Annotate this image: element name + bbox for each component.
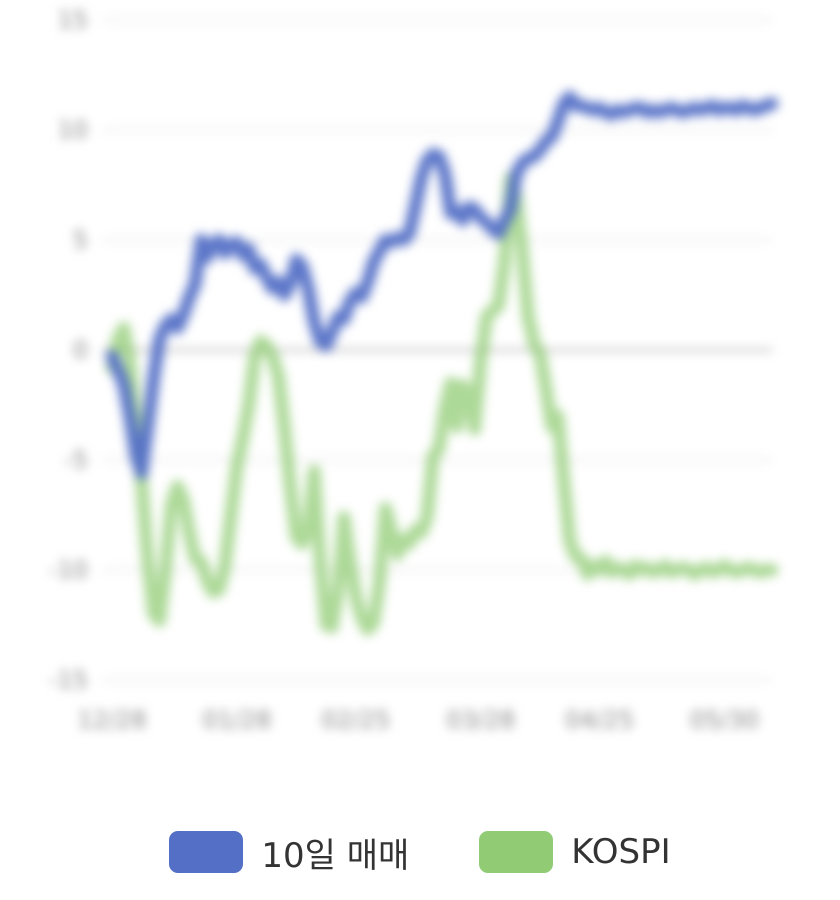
line-chart: 15 10 5 0 -5 -10 -15 12/28 01/28 02/25 03/28 04/25 0…	[49, 6, 779, 734]
legend-swatch-kospi	[479, 831, 554, 873]
x-tick-label: 05/30	[690, 706, 759, 734]
legend-item-kospi[interactable]: KOSPI	[479, 831, 671, 873]
x-tick-label: 12/28	[77, 706, 146, 734]
x-tick-label: 02/25	[321, 706, 390, 734]
legend-label-10day: 10일 매매	[261, 835, 410, 876]
x-tick-label: 04/25	[565, 706, 634, 734]
chart-canvas: 15 10 5 0 -5 -10 -15 12/28 01/28 02/25 03/28 04/25 0…	[49, 6, 779, 734]
x-tick-label: 01/28	[202, 706, 271, 734]
legend-swatch-10day	[169, 831, 244, 873]
y-tick-label: 15	[57, 6, 88, 34]
y-tick-label: 10	[57, 116, 88, 144]
series-line-10day	[105, 90, 779, 480]
legend-label-kospi: KOSPI	[571, 832, 671, 872]
y-tick-label: -15	[49, 666, 88, 694]
legend-item-10day[interactable]: 10일 매매	[169, 828, 409, 877]
x-tick-label: 03/28	[446, 706, 515, 734]
series-line-kospi	[105, 171, 779, 636]
y-tick-label: 5	[73, 226, 88, 254]
y-tick-label: 0	[73, 336, 88, 364]
legend: 10일 매매 KOSPI	[0, 826, 840, 878]
y-tick-label: -5	[64, 446, 88, 474]
y-tick-label: -10	[49, 556, 88, 584]
